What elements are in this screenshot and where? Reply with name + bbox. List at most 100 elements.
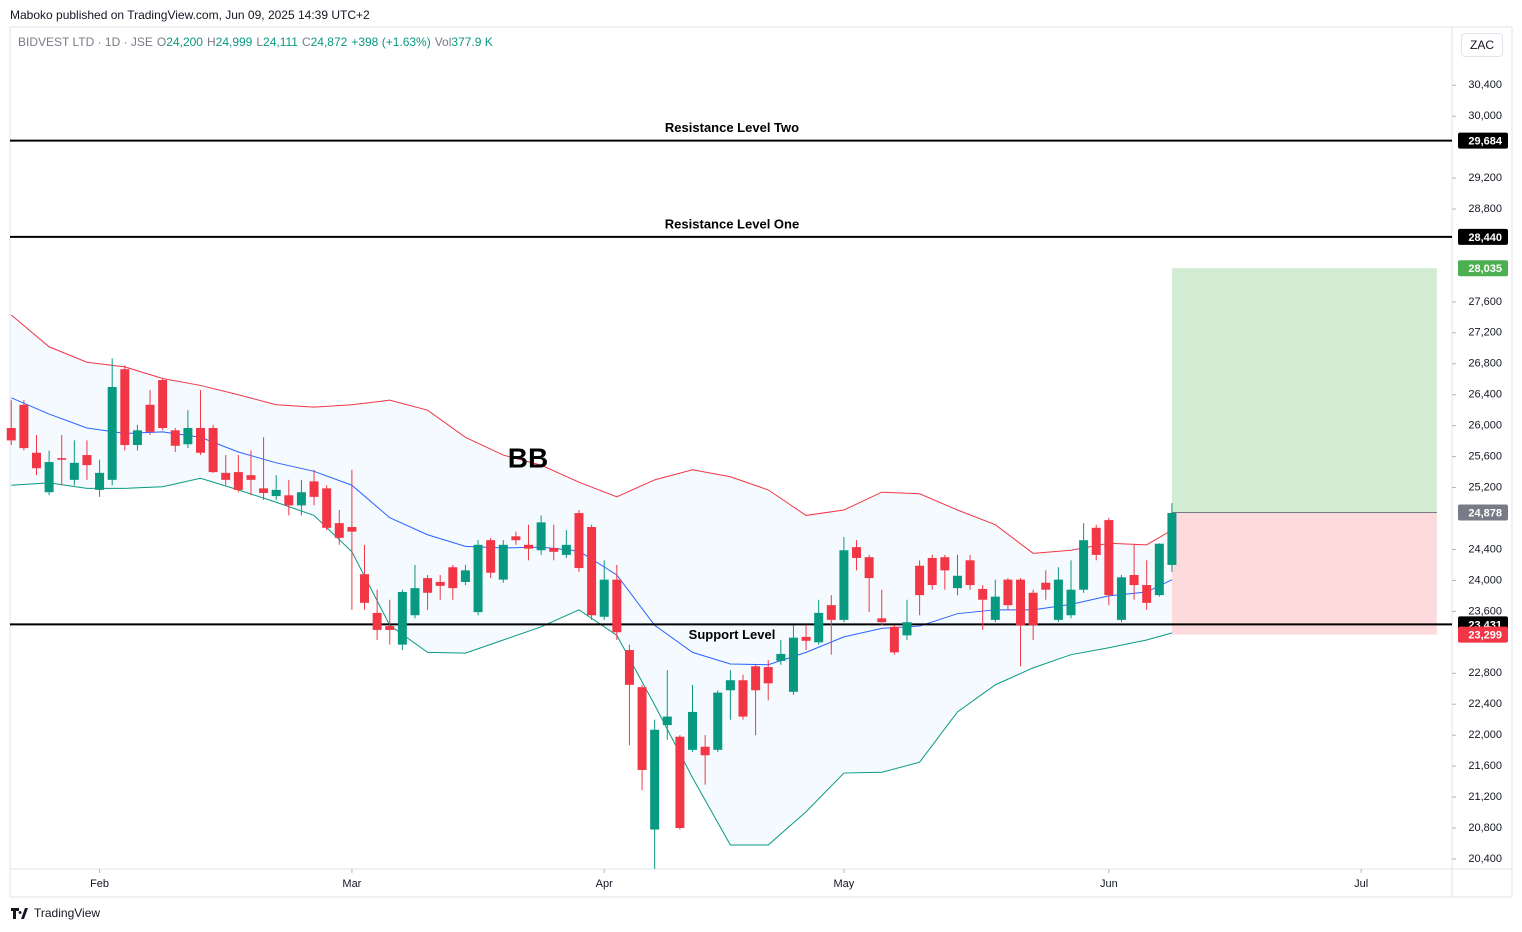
candle-body (271, 489, 281, 497)
candle-body (6, 427, 16, 441)
level-label: Support Level (689, 627, 776, 642)
candle-body (1142, 585, 1152, 603)
candle-body (498, 544, 508, 580)
candle-body (864, 557, 874, 579)
candle-body (31, 452, 41, 469)
ohlc-key: O (156, 35, 167, 49)
profit-zone (1171, 268, 1437, 513)
x-tick-label: Feb (90, 878, 109, 890)
y-tick-label: 21,600 (1468, 760, 1502, 772)
candle-body (536, 522, 546, 551)
symbol-legend: BIDVEST LTD · 1D · JSE O24,200 H24,999 L… (18, 35, 493, 49)
y-tick-label: 22,000 (1468, 729, 1502, 741)
candle-body (788, 637, 798, 692)
candle-body (57, 458, 67, 460)
candle-body (587, 527, 597, 616)
candle-body (196, 427, 206, 453)
x-tick-label: Mar (342, 878, 361, 890)
level-label: Resistance Level One (665, 216, 799, 231)
candle-body (183, 427, 193, 445)
y-tick-label: 25,600 (1468, 451, 1502, 463)
candle-body (574, 513, 584, 569)
candle-body (309, 481, 319, 497)
ohlc-value: 24,999 (215, 35, 253, 49)
candle-body (107, 386, 117, 480)
candle-body (460, 570, 470, 582)
candle-body (259, 488, 269, 493)
candle-body (423, 578, 433, 593)
price-tag-label: 29,684 (1468, 136, 1503, 148)
candle-body (246, 475, 256, 480)
y-tick-label: 30,400 (1468, 79, 1502, 91)
candle-body (95, 472, 105, 490)
candle-body (889, 626, 899, 653)
candle-body (902, 622, 912, 636)
price-tag (1458, 228, 1508, 245)
level-label: Resistance Level Two (665, 120, 799, 135)
candle-body (511, 536, 521, 541)
ohlc-value: 24,111 (263, 35, 298, 49)
volume-value: 377.9 K (451, 35, 493, 49)
logo (11, 908, 28, 919)
footer: TradingView (10, 906, 100, 920)
x-tick-label: Apr (596, 878, 613, 890)
price-tag (1458, 260, 1508, 277)
candle-body (978, 588, 988, 600)
candle-body (296, 492, 306, 506)
candle-body (410, 588, 420, 616)
candle-body (713, 692, 723, 750)
candle-body (675, 736, 685, 828)
y-tick-label: 21,200 (1468, 791, 1502, 803)
change: +398 (+1.63%) (351, 35, 431, 49)
candle-body (284, 495, 294, 506)
candle-body (372, 612, 382, 630)
candle-body (662, 716, 672, 726)
candle-body (473, 544, 483, 613)
candle-body (612, 579, 622, 633)
candle-body (1041, 582, 1051, 590)
candle-body (624, 650, 634, 685)
candle-body (738, 680, 748, 717)
candle-body (1154, 543, 1164, 596)
y-tick-label: 23,600 (1468, 605, 1502, 617)
y-tick-label: 27,200 (1468, 327, 1502, 339)
candle-body (852, 547, 862, 558)
candle-body (132, 430, 142, 446)
candle-body (990, 596, 1000, 620)
candle-body (927, 557, 937, 586)
band-upper (10, 314, 1173, 554)
ohlc-value: 24,200 (166, 35, 203, 49)
candle-body (814, 612, 824, 643)
x-tick-label: May (834, 878, 855, 890)
candle-body (1016, 579, 1026, 626)
price-tag (1458, 504, 1508, 521)
currency-button[interactable]: ZAC (1461, 33, 1503, 57)
ohlc-key: L (256, 35, 264, 49)
candle-body (1129, 574, 1139, 586)
symbol: BIDVEST LTD · 1D · JSE (18, 35, 153, 49)
candle-body (221, 472, 231, 480)
ohlc-key: C (301, 35, 311, 49)
candle-body (952, 575, 962, 589)
y-tick-label: 25,200 (1468, 481, 1502, 493)
candle-body (448, 567, 458, 589)
candle-body (524, 544, 534, 549)
candle-body (1079, 540, 1089, 590)
candle-body (1091, 527, 1101, 555)
candle-body (44, 462, 54, 493)
candle-body (19, 404, 29, 449)
band-middle (11, 397, 1173, 666)
brand: TradingView (34, 906, 101, 920)
y-tick-label: 24,400 (1468, 543, 1502, 555)
candle-body (650, 729, 660, 830)
candle-body (1104, 520, 1114, 596)
candle-body (776, 653, 786, 661)
candle-body (599, 579, 609, 617)
x-tick-label: Jul (1354, 878, 1368, 890)
candle-body (915, 565, 925, 596)
candle-body (700, 746, 710, 756)
candle-body (637, 687, 647, 770)
volume-key: Vol (434, 35, 452, 49)
y-tick-label: 30,000 (1468, 110, 1502, 122)
y-tick-label: 20,400 (1468, 853, 1502, 865)
